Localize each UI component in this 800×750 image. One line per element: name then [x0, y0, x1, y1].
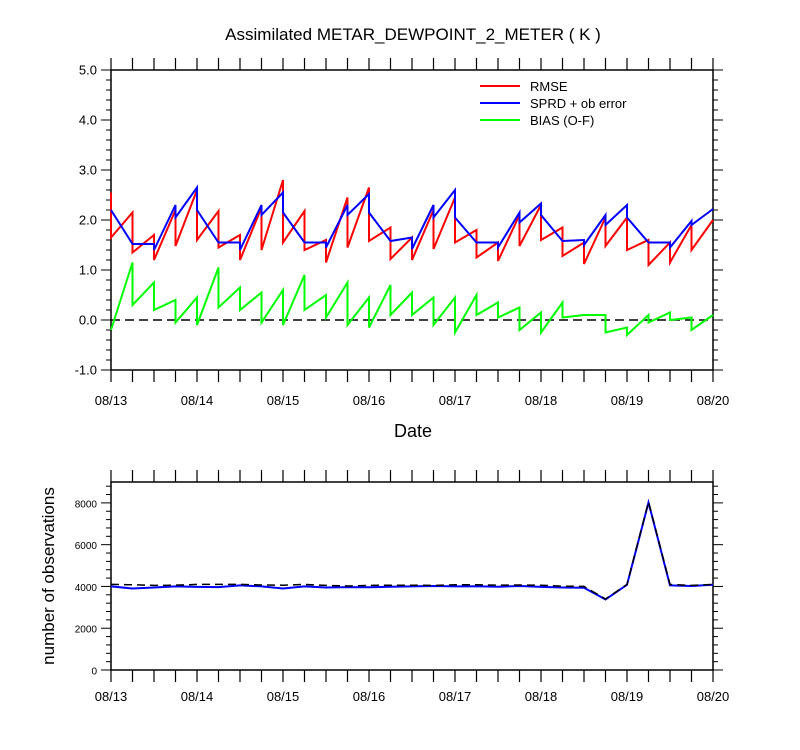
x-tick-label: 08/13 [95, 393, 128, 408]
x-tick-label: 08/19 [611, 689, 644, 704]
y-tick-label: 4.0 [79, 113, 97, 128]
top-plot-area: -1.0 0.0 1.0 2.0 3.0 4.0 5.0 08/13 08/14 08/15 08/… [75, 58, 730, 408]
plot-frame [110, 481, 714, 671]
series-line-bias-o-f [110, 262, 714, 338]
x-tick-label: 08/18 [525, 393, 558, 408]
x-tick-label: 08/16 [353, 393, 386, 408]
y-tick-label: 4000 [75, 583, 98, 594]
legend-label: RMSE [530, 79, 568, 94]
y-tick-label: 0 [91, 667, 97, 678]
x-tick-label: 08/14 [181, 393, 214, 408]
x-tick-label: 08/20 [697, 393, 730, 408]
x-tick-label: 08/17 [439, 393, 472, 408]
chart-title: Assimilated METAR_DEWPOINT_2_METER ( K ) [225, 25, 601, 44]
legend-label: BIAS (O-F) [530, 113, 594, 128]
y-tick-label: 8000 [75, 499, 98, 510]
y-tick-label: -1.0 [75, 363, 97, 378]
y-tick-label: 0.0 [79, 313, 97, 328]
x-tick-label: 08/15 [267, 393, 300, 408]
x-tick-label: 08/18 [525, 689, 558, 704]
x-tick-label: 08/19 [611, 393, 644, 408]
y-tick-label: 1.0 [79, 263, 97, 278]
y-tick-label: 2000 [75, 625, 98, 636]
y-tick-label: 6000 [75, 541, 98, 552]
bias-rmse-chart: Assimilated METAR_DEWPOINT_2_METER ( K )… [75, 25, 730, 441]
legend-label: SPRD + ob error [530, 96, 627, 111]
plot-frame [110, 69, 714, 371]
x-tick-label: 08/13 [95, 689, 128, 704]
observations-possible-line [110, 498, 714, 600]
bottom-plot-area: 0 2000 4000 6000 8000 08/13 08/14 08/15 08/16 08/… [75, 470, 730, 704]
observations-chart: 0 2000 4000 6000 8000 08/13 08/14 08/15 08/16 08/… [39, 470, 729, 704]
x-tick-label: 08/16 [353, 689, 386, 704]
series-line-sprd-ob-error [110, 184, 714, 252]
y-tick-label: 2.0 [79, 213, 97, 228]
legend: RMSE SPRD + ob error BIAS (O-F) [480, 79, 627, 128]
y-axis-label: number of observations [39, 487, 58, 665]
x-tick-label: 08/17 [439, 689, 472, 704]
y-tick-label: 3.0 [79, 163, 97, 178]
series-line-rmse [110, 179, 714, 268]
y-tick-label: 5.0 [79, 63, 97, 78]
x-tick-label: 08/20 [697, 689, 730, 704]
observations-used-line [110, 498, 714, 601]
x-tick-label: 08/14 [181, 689, 214, 704]
x-axis-label: Date [394, 421, 432, 441]
x-tick-label: 08/15 [267, 689, 300, 704]
